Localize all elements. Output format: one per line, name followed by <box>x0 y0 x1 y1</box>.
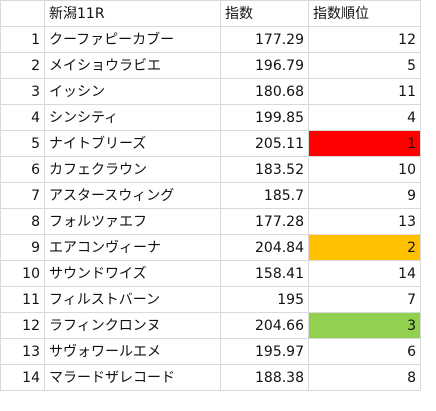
table-row: 14 マラードザレコード 188.38 8 <box>0 364 421 391</box>
table-row: 10 サウンドワイズ 158.41 14 <box>0 260 421 287</box>
horse-name-cell[interactable]: ラフィンクロンヌ <box>44 312 221 339</box>
index-value-cell[interactable]: 196.79 <box>220 52 309 79</box>
rank-value-cell[interactable]: 9 <box>308 182 421 209</box>
horse-name-cell[interactable]: フォルツァエフ <box>44 208 221 235</box>
row-number-cell[interactable]: 6 <box>0 156 45 183</box>
index-value-cell[interactable]: 204.66 <box>220 312 309 339</box>
row-number-cell[interactable]: 2 <box>0 52 45 79</box>
row-number-cell[interactable]: 10 <box>0 260 45 287</box>
rank-value-cell[interactable]: 10 <box>308 156 421 183</box>
rank-value-cell[interactable]: 7 <box>308 286 421 313</box>
table-row: 13 サヴォワールエメ 195.97 6 <box>0 338 421 365</box>
index-value-cell[interactable]: 177.29 <box>220 26 309 53</box>
row-number-cell[interactable]: 7 <box>0 182 45 209</box>
row-number-cell[interactable]: 11 <box>0 286 45 313</box>
horse-name-cell[interactable]: サウンドワイズ <box>44 260 221 287</box>
horse-name-cell[interactable]: ナイトブリーズ <box>44 130 221 157</box>
index-value-cell[interactable]: 180.68 <box>220 78 309 105</box>
row-number-cell[interactable]: 14 <box>0 364 45 391</box>
horse-name-cell[interactable]: クーファピーカブー <box>44 26 221 53</box>
horse-name-cell[interactable]: シンシティ <box>44 104 221 131</box>
table-row: 3 イッシン 180.68 11 <box>0 78 421 105</box>
index-value-cell[interactable]: 185.7 <box>220 182 309 209</box>
table-row: 11 フィルストバーン 195 7 <box>0 286 421 313</box>
horse-name-cell[interactable]: エアコンヴィーナ <box>44 234 221 261</box>
rank-value-cell[interactable]: 8 <box>308 364 421 391</box>
table-row: 7 アスタースウィング 185.7 9 <box>0 182 421 209</box>
index-value-cell[interactable]: 199.85 <box>220 104 309 131</box>
row-number-cell[interactable]: 4 <box>0 104 45 131</box>
index-header-cell[interactable]: 指数 <box>220 0 309 27</box>
table-row: 6 カフェクラウン 183.52 10 <box>0 156 421 183</box>
table-row: 1 クーファピーカブー 177.29 12 <box>0 26 421 53</box>
row-number-cell[interactable]: 5 <box>0 130 45 157</box>
spreadsheet-grid: 新潟11R 指数 指数順位 1 クーファピーカブー 177.29 12 2 メイショウラビ… <box>0 0 421 391</box>
index-value-cell[interactable]: 204.84 <box>220 234 309 261</box>
index-value-cell[interactable]: 188.38 <box>220 364 309 391</box>
rank-value-cell[interactable]: 3 <box>308 312 421 339</box>
rank-value-cell[interactable]: 11 <box>308 78 421 105</box>
row-number-cell[interactable]: 13 <box>0 338 45 365</box>
table-row: 9 エアコンヴィーナ 204.84 2 <box>0 234 421 261</box>
rank-value-cell[interactable]: 2 <box>308 234 421 261</box>
table-row: 2 メイショウラビエ 196.79 5 <box>0 52 421 79</box>
header-rownum-cell[interactable] <box>0 0 45 27</box>
row-number-cell[interactable]: 8 <box>0 208 45 235</box>
table-row: 4 シンシティ 199.85 4 <box>0 104 421 131</box>
row-number-cell[interactable]: 1 <box>0 26 45 53</box>
horse-name-cell[interactable]: イッシン <box>44 78 221 105</box>
row-number-cell[interactable]: 9 <box>0 234 45 261</box>
row-number-cell[interactable]: 12 <box>0 312 45 339</box>
rank-value-cell[interactable]: 5 <box>308 52 421 79</box>
table-row: 12 ラフィンクロンヌ 204.66 3 <box>0 312 421 339</box>
rank-value-cell[interactable]: 1 <box>308 130 421 157</box>
rank-value-cell[interactable]: 13 <box>308 208 421 235</box>
rank-header-cell[interactable]: 指数順位 <box>308 0 421 27</box>
horse-name-cell[interactable]: サヴォワールエメ <box>44 338 221 365</box>
header-row: 新潟11R 指数 指数順位 <box>0 0 421 27</box>
index-value-cell[interactable]: 183.52 <box>220 156 309 183</box>
horse-name-cell[interactable]: アスタースウィング <box>44 182 221 209</box>
index-value-cell[interactable]: 195.97 <box>220 338 309 365</box>
index-value-cell[interactable]: 195 <box>220 286 309 313</box>
index-value-cell[interactable]: 177.28 <box>220 208 309 235</box>
rank-value-cell[interactable]: 6 <box>308 338 421 365</box>
index-value-cell[interactable]: 205.11 <box>220 130 309 157</box>
race-title-cell[interactable]: 新潟11R <box>44 0 221 27</box>
row-number-cell[interactable]: 3 <box>0 78 45 105</box>
horse-name-cell[interactable]: フィルストバーン <box>44 286 221 313</box>
rank-value-cell[interactable]: 4 <box>308 104 421 131</box>
index-value-cell[interactable]: 158.41 <box>220 260 309 287</box>
horse-name-cell[interactable]: マラードザレコード <box>44 364 221 391</box>
rank-value-cell[interactable]: 14 <box>308 260 421 287</box>
table-row: 5 ナイトブリーズ 205.11 1 <box>0 130 421 157</box>
rank-value-cell[interactable]: 12 <box>308 26 421 53</box>
horse-name-cell[interactable]: メイショウラビエ <box>44 52 221 79</box>
table-row: 8 フォルツァエフ 177.28 13 <box>0 208 421 235</box>
horse-name-cell[interactable]: カフェクラウン <box>44 156 221 183</box>
